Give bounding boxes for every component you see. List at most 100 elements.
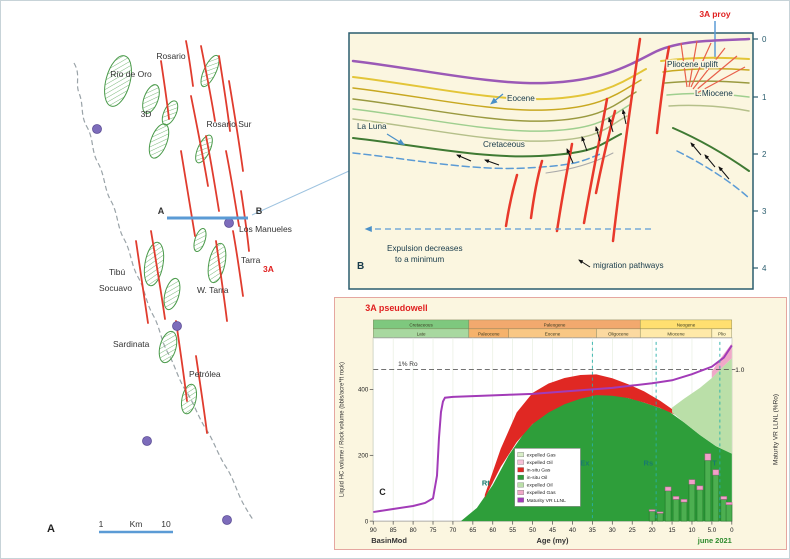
section-faults: [504, 37, 671, 243]
scale-max: 10: [161, 519, 171, 529]
svg-text:expelled Gas: expelled Gas: [527, 452, 557, 458]
svg-text:Plio: Plio: [718, 331, 726, 336]
svg-text:85: 85: [390, 527, 397, 534]
svg-text:Maturity VR LLNL: Maturity VR LLNL: [527, 498, 566, 504]
svg-text:60: 60: [489, 527, 496, 534]
tibu-label: Tibú: [109, 267, 125, 277]
right-axis-tick: 1.0: [735, 367, 744, 374]
svg-text:expelled Oil: expelled Oil: [527, 460, 553, 466]
y-axis-right-title: Maturity VR LLNL (%Ro): [773, 394, 780, 465]
horizon-lines: [351, 37, 751, 199]
depth-tick-2: 2: [762, 150, 767, 159]
svg-text:45: 45: [549, 527, 556, 534]
svg-text:in-situ Oil: in-situ Oil: [527, 475, 548, 481]
svg-text:Cretaceous: Cretaceous: [409, 322, 433, 327]
chart-plot: Cretaceous Paleogene Neogene Late Paleocene E…: [358, 319, 736, 534]
w-tarra-label: W. Tarra: [197, 285, 229, 295]
l-miocene-label: L.Miocene: [695, 89, 733, 98]
svg-text:200: 200: [358, 452, 369, 459]
tarra-label: Tarra: [241, 255, 261, 265]
svg-text:in-situ Gas: in-situ Gas: [527, 468, 551, 474]
svg-text:0: 0: [365, 518, 369, 525]
svg-text:80: 80: [410, 527, 417, 534]
la-luna-label: La Luna: [357, 122, 387, 131]
svg-text:Rt: Rt: [482, 478, 490, 487]
svg-text:30: 30: [609, 527, 616, 534]
well-3a-label: 3A: [263, 264, 274, 274]
depth-tick-3: 3: [762, 207, 767, 216]
svg-text:T: T: [712, 458, 717, 467]
petrolea-label: Petrólea: [189, 369, 221, 379]
pseudowell-title: 3A pseudowell: [365, 303, 427, 313]
oil-field-ellipses: [104, 54, 227, 415]
svg-text:Ex: Ex: [580, 458, 590, 467]
pliocene-uplift-fan: [680, 40, 746, 94]
cross-section: 3A proy: [348, 9, 767, 290]
depth-axis: [753, 38, 758, 269]
date-stamp: june 2021: [697, 536, 732, 545]
migration-arrows: [456, 109, 730, 268]
scale-unit: Km: [130, 519, 143, 529]
svg-text:15: 15: [669, 527, 676, 534]
rosario-label: Rosario: [156, 51, 186, 61]
expulsion-label-line2: to a minimum: [395, 255, 444, 264]
depth-tick-0: 0: [762, 35, 767, 44]
sardinata-label: Sardinata: [113, 339, 150, 349]
svg-text:50: 50: [529, 527, 536, 534]
depth-tick-4: 4: [762, 264, 767, 273]
svg-text:Eocene: Eocene: [545, 331, 561, 336]
svg-text:Late: Late: [417, 331, 426, 336]
panel-a-label: A: [47, 523, 55, 535]
ro-annotation: 1% Ro: [398, 361, 418, 368]
svg-text:40: 40: [569, 527, 576, 534]
svg-text:70: 70: [449, 527, 456, 534]
eocene-label: Eocene: [507, 94, 535, 103]
pseudowell-chart: Cretaceous Paleogene Neogene Late Paleocene E…: [339, 303, 780, 545]
svg-text:Rs: Rs: [644, 458, 654, 467]
svg-text:20: 20: [649, 527, 656, 534]
section-a-endpoint: A: [158, 206, 165, 216]
section-b-endpoint: B: [256, 206, 263, 216]
y-axis-left-title: Liquid HC volume / Rock volume (bbls/acr…: [339, 362, 345, 497]
svg-text:90: 90: [370, 527, 377, 534]
svg-text:65: 65: [469, 527, 476, 534]
expulsion-label-line1: Expulsion decreases: [387, 244, 463, 253]
svg-text:10: 10: [689, 527, 696, 534]
well-town-dots: [92, 124, 234, 525]
label-pointer-arrows: [386, 93, 504, 146]
panel-c-label: C: [379, 487, 386, 497]
scale-min: 1: [99, 519, 104, 529]
svg-text:expelled Gas: expelled Gas: [527, 490, 557, 496]
svg-text:5.0: 5.0: [708, 527, 717, 534]
socuavo-label: Socuavo: [99, 283, 132, 293]
panel-b-label: B: [357, 261, 364, 272]
depth-tick-1: 1: [762, 93, 767, 102]
svg-text:Miocene: Miocene: [667, 331, 685, 336]
svg-text:Oligocene: Oligocene: [608, 331, 629, 336]
scale-bar: 1 Km 10: [99, 519, 173, 534]
basinmod-brand: BasinMod: [371, 536, 407, 545]
svg-text:Paleocene: Paleocene: [478, 331, 500, 336]
cretaceous-label: Cretaceous: [483, 140, 525, 149]
three-d-label: 3D: [141, 109, 152, 119]
pliocene-uplift-label: Pliocene uplift: [667, 60, 719, 69]
rosario-sur-label: Rosario Sur: [207, 119, 252, 129]
svg-text:Neogene: Neogene: [677, 322, 696, 327]
rio-de-oro-label: Río de Oro: [110, 69, 152, 79]
svg-text:expelled Oil: expelled Oil: [527, 483, 553, 489]
map-to-section-connector: [251, 170, 350, 216]
migration-pathways-label: migration pathways: [593, 261, 664, 270]
los-manueles-label: Los Manueles: [239, 224, 292, 234]
svg-text:400: 400: [358, 387, 369, 394]
svg-text:35: 35: [589, 527, 596, 534]
svg-text:Paleogene: Paleogene: [544, 322, 566, 327]
pseudowell-panel: Cretaceous Paleogene Neogene Late Paleocene E…: [334, 297, 787, 550]
projected-well-label: 3A proy: [699, 9, 731, 19]
svg-text:0: 0: [730, 527, 734, 534]
x-axis-title: Age (my): [537, 536, 569, 545]
svg-text:25: 25: [629, 527, 636, 534]
svg-text:75: 75: [430, 527, 437, 534]
svg-text:55: 55: [509, 527, 516, 534]
